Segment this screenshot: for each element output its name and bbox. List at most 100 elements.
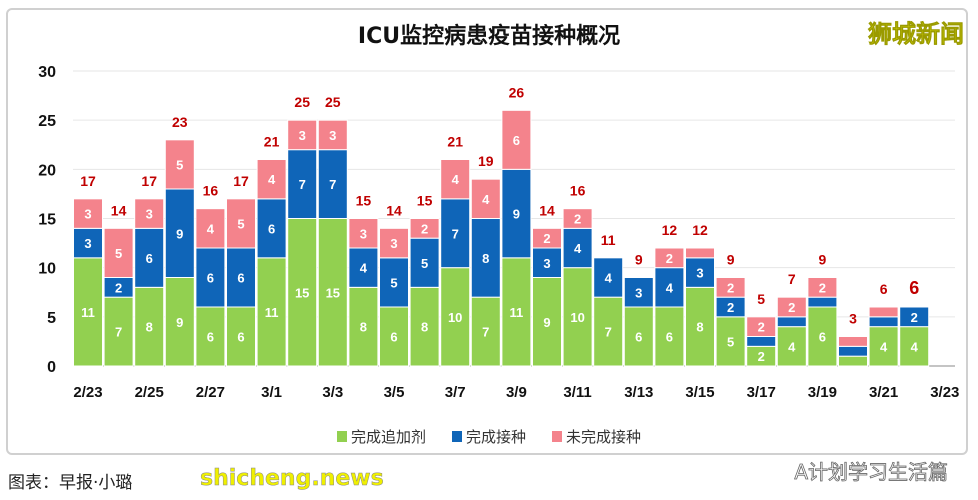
x-tick-label: 2/27 [196, 384, 225, 401]
segment-label: 7 [605, 325, 612, 340]
bar-segment [379, 257, 409, 308]
total-label: 7 [788, 271, 796, 287]
x-tick-label: 3/19 [808, 384, 837, 401]
y-tick-label: 30 [38, 64, 56, 81]
bar-segment [899, 326, 930, 367]
total-label: 15 [356, 193, 372, 209]
segment-label: 6 [237, 271, 244, 286]
bar-segment [868, 306, 899, 318]
bar-segment [409, 218, 440, 239]
bar-segment [685, 247, 715, 259]
bar-segment [226, 198, 256, 249]
x-tick-label: 3/15 [685, 384, 714, 401]
bar-segment [73, 227, 103, 259]
x-tick-label: 3/5 [384, 384, 405, 401]
bar-segment [562, 227, 593, 269]
total-label: 21 [447, 134, 463, 150]
legend-unvaccinated: 未完成接种 [552, 426, 641, 447]
bar-segment [501, 257, 532, 367]
segment-label: 3 [329, 128, 336, 143]
bar-segment [838, 355, 868, 367]
bar-segment [776, 316, 807, 328]
bar-segment [379, 306, 409, 367]
bar-segment [562, 267, 593, 367]
x-tick-label: 3/21 [869, 384, 898, 401]
bar-segment [287, 119, 318, 151]
segment-label: 5 [237, 216, 244, 231]
bar-segment [654, 267, 685, 308]
chart-credit: 图表：早报·小璐 [8, 473, 133, 493]
bar-segment [379, 227, 409, 259]
legend-label: 完成追加剂 [350, 428, 426, 446]
bar-segment [685, 257, 715, 288]
segment-label: 7 [482, 325, 489, 340]
segment-label: 5 [421, 256, 428, 271]
legend: 完成追加剂 完成接种 未完成接种 [0, 426, 978, 447]
watermark: shicheng.news [200, 466, 384, 492]
segment-label: 9 [176, 226, 183, 241]
bar-segment [317, 149, 348, 220]
segment-label: 4 [574, 241, 582, 256]
y-tick-label: 10 [38, 261, 56, 278]
segment-label: 11 [510, 305, 524, 320]
bar-segment [654, 247, 685, 269]
bar-segment [164, 139, 195, 190]
bar-segment [746, 316, 777, 338]
y-tick-label: 5 [47, 310, 56, 327]
bar-segment [440, 159, 471, 200]
y-tick-label: 15 [38, 212, 56, 229]
segment-label: 6 [390, 330, 397, 345]
total-label: 12 [662, 222, 678, 238]
segment-label: 3 [360, 226, 367, 241]
bar-segment [807, 306, 838, 367]
segment-label: 6 [513, 133, 520, 148]
segment-label: 7 [115, 325, 122, 340]
bar-segment [195, 208, 226, 249]
bar-segment [226, 247, 256, 308]
segment-label: 5 [727, 334, 734, 349]
segment-label: 15 [326, 285, 340, 300]
segment-label: 9 [176, 315, 183, 330]
x-tick-label: 3/11 [563, 384, 591, 401]
total-label: 25 [294, 94, 310, 110]
segment-label: 7 [299, 177, 306, 192]
segment-label: 4 [452, 172, 460, 187]
segment-label: 5 [390, 275, 397, 290]
segment-label: 9 [543, 315, 550, 330]
bar-segment [807, 296, 838, 308]
bar-segment [776, 326, 807, 367]
brand-logo: 狮城新闻 [868, 20, 965, 49]
bar-segment [409, 237, 440, 288]
segment-label: 2 [543, 231, 550, 246]
total-label: 16 [203, 183, 219, 199]
segment-label: 3 [146, 207, 153, 222]
x-tick-label: 3/1 [261, 384, 282, 401]
total-label: 15 [417, 193, 433, 209]
total-label: 14 [386, 202, 402, 218]
segment-label: 11 [81, 305, 95, 320]
bar-segment [776, 296, 807, 318]
legend-vaccinated: 完成接种 [451, 426, 526, 447]
bar-segment [103, 296, 134, 367]
total-label: 17 [80, 173, 96, 189]
legend-swatch [336, 431, 347, 442]
segment-label: 3 [299, 128, 306, 143]
bar-segment [868, 316, 899, 328]
segment-label: 8 [696, 320, 703, 335]
total-label: 25 [325, 94, 341, 110]
bar-segment [899, 306, 930, 328]
segment-label: 3 [635, 285, 642, 300]
segment-label: 4 [880, 339, 888, 354]
x-tick-label: 3/23 [930, 384, 959, 401]
segment-label: 2 [788, 300, 795, 315]
bar-segment [134, 227, 165, 288]
bar-segment [470, 178, 501, 220]
x-tick-label: 2/25 [135, 384, 164, 401]
bar-segment [501, 109, 532, 170]
segment-label: 6 [819, 330, 826, 345]
segment-label: 8 [421, 320, 428, 335]
bar-segment [838, 345, 868, 357]
segment-label: 5 [176, 157, 183, 172]
segment-label: 3 [543, 256, 550, 271]
segment-label: 11 [265, 305, 279, 320]
